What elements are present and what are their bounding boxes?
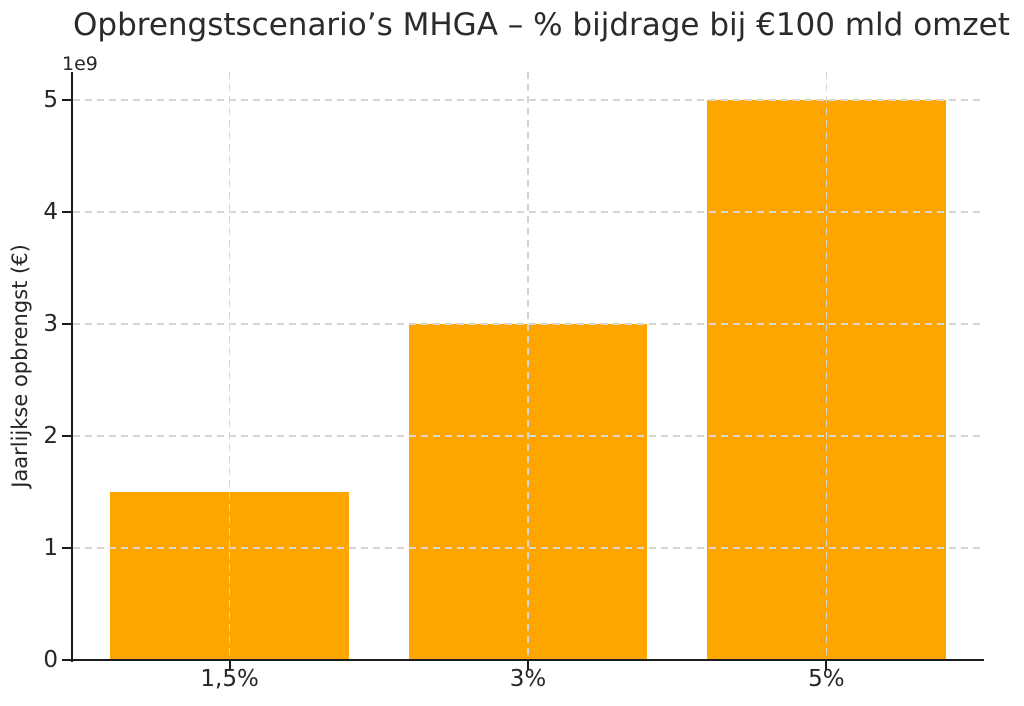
x-tick-mark	[228, 661, 231, 670]
y-tick-mark	[62, 211, 71, 213]
y-tick-label: 2	[43, 423, 58, 449]
x-tick-mark	[527, 661, 529, 670]
y-tick-label: 4	[43, 199, 58, 225]
y-tick-mark	[62, 99, 71, 101]
y-tick-mark	[62, 659, 71, 661]
vertical-gridline	[527, 72, 529, 660]
x-tick-label: 5%	[808, 666, 845, 692]
vertical-gridline	[825, 72, 828, 660]
y-axis-offset-label: 1e9	[62, 53, 98, 75]
x-tick-label: 3%	[509, 666, 547, 692]
y-axis-spine	[71, 72, 73, 662]
vertical-gridline	[228, 72, 231, 660]
x-tick-mark	[825, 661, 828, 670]
y-tick-label: 5	[43, 87, 58, 113]
y-tick-mark	[62, 435, 71, 437]
y-tick-mark	[62, 547, 71, 549]
y-tick-mark	[62, 323, 71, 325]
x-tick-label: 1,5%	[200, 666, 259, 692]
x-axis-spine	[71, 659, 984, 661]
y-tick-label: 1	[43, 535, 58, 561]
chart-title: Opbrengstscenario’s MHGA – % bijdrage bi…	[73, 7, 1010, 43]
y-tick-label: 0	[43, 647, 58, 673]
y-tick-label: 3	[43, 311, 58, 337]
